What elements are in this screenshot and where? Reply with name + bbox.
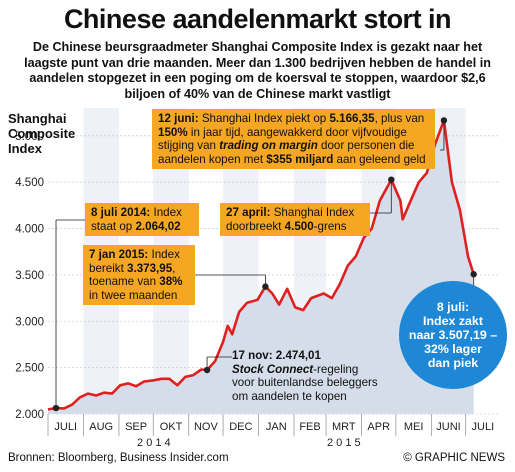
x-year-label: 2 0 1 4 — [137, 437, 171, 449]
annotation-dot — [52, 404, 60, 412]
annotation-dot — [440, 117, 448, 124]
x-tick-label: DEC — [229, 421, 252, 433]
callout-april: 27 april: Shanghai Index doorbreekt 4.50… — [220, 203, 370, 237]
callout-june-peak: 12 juni: Shanghai Index piekt op 5.166,3… — [152, 109, 435, 170]
callout-july-2014: 8 juli 2014: Index staat op 2.064,02 — [85, 203, 199, 237]
credit: © GRAPHIC NEWS — [403, 452, 505, 464]
subtitle: De Chinese beursgraadmeter Shanghai Comp… — [24, 40, 491, 101]
y-tick-label: 2.500 — [15, 363, 44, 375]
note-stock-connect: 17 nov: 2.474,01 Stock Connect-regeling … — [232, 349, 378, 403]
x-tick-label: JULI — [472, 421, 495, 433]
annotation-dot — [388, 176, 395, 183]
x-tick-label: AUG — [89, 421, 113, 433]
callout-july-8-bubble: 8 juli: Index zakt naar 3.507,19 – 32% l… — [399, 281, 507, 389]
y-axis-label: Shanghai Composite Index — [8, 111, 76, 156]
callout-jan-2015: 7 jan 2015: Index bereikt 3.373,95, toen… — [83, 245, 195, 306]
x-tick-label: MEI — [404, 421, 424, 433]
y-tick-label: 4.500 — [15, 177, 44, 189]
annotation-dot — [203, 366, 211, 374]
annotation-dot — [470, 271, 477, 278]
x-tick-label: JULI — [54, 421, 77, 433]
y-tick-label: 4.000 — [15, 224, 44, 236]
x-tick-label: SEP — [125, 421, 147, 433]
y-tick-label: 3.500 — [15, 270, 44, 282]
series-line — [47, 119, 475, 411]
y-tick-label: 5.000 — [15, 131, 44, 143]
y-tick-label: 2.000 — [15, 409, 44, 421]
x-tick-label: OKT — [160, 421, 183, 433]
x-tick-label: NOV — [194, 421, 219, 433]
y-tick-label: 3.000 — [15, 316, 44, 328]
x-tick-label: JUNI — [436, 421, 460, 433]
page-title: Chinese aandelenmarkt stort in — [63, 4, 452, 34]
series-area — [48, 120, 474, 415]
x-year-label: 2 0 1 5 — [327, 437, 361, 449]
x-tick-label: JAN — [266, 421, 287, 433]
x-tick-label: APR — [367, 421, 390, 433]
x-tick-label: FEB — [299, 421, 320, 433]
annotation-dot — [262, 283, 269, 290]
x-tick-label: MRT — [332, 421, 356, 433]
source-note: Bronnen: Bloomberg, Business Insider.com — [8, 452, 229, 464]
